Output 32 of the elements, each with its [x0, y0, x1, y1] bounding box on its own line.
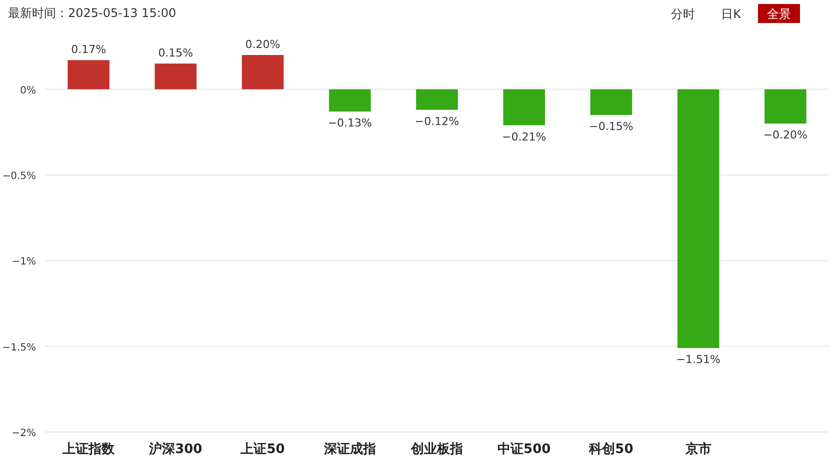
x-tick-label: 上证指数 — [62, 442, 116, 457]
x-tick-label: 上证50 — [240, 442, 285, 457]
data-label: −0.20% — [763, 128, 808, 142]
bar — [328, 89, 371, 112]
y-tick-label: −1% — [12, 256, 36, 268]
data-label: 0.17% — [71, 43, 106, 56]
bar — [416, 89, 458, 110]
x-tick-label: 中证500 — [498, 442, 551, 457]
bar — [764, 89, 806, 124]
chart-title: 最新时间：2025-05-13 15:00 — [8, 6, 176, 20]
y-tick-label: 0% — [20, 85, 36, 96]
data-label: −0.13% — [328, 116, 372, 130]
x-tick-label: 京市 — [684, 441, 712, 457]
y-tick-label: −0.5% — [2, 170, 36, 182]
data-label: −1.51% — [676, 353, 720, 366]
y-tick-label: −2% — [12, 428, 36, 439]
y-tick-label: −1.5% — [2, 342, 36, 354]
x-tick-label: 沪深300 — [148, 441, 202, 457]
data-label: 0.20% — [245, 38, 280, 51]
data-label: 0.15% — [158, 46, 194, 60]
bar — [503, 89, 546, 126]
data-label: −0.15% — [589, 120, 634, 133]
bar — [242, 55, 284, 90]
x-tick-label: 创业板指 — [410, 442, 463, 457]
x-tick-label: 科创50 — [588, 442, 634, 457]
data-label: −0.21% — [502, 130, 546, 144]
data-label: −0.12% — [414, 114, 460, 128]
bar — [68, 60, 110, 90]
x-tick-label: 深证成指 — [322, 442, 376, 457]
bar — [677, 89, 720, 348]
bar — [154, 64, 197, 90]
bar — [590, 89, 632, 115]
